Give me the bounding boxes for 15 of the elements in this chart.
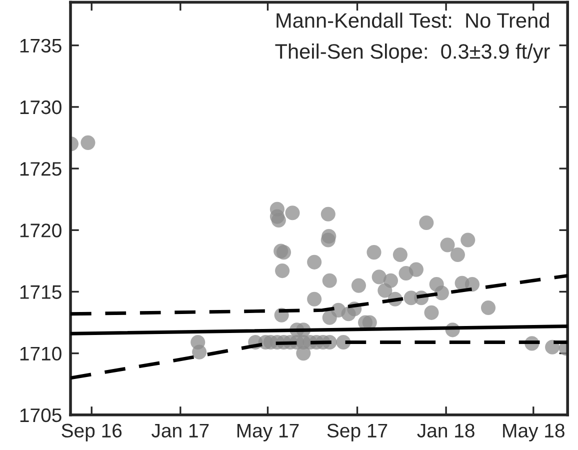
y-tick-label: 1735 [20, 38, 62, 53]
x-tick-label: Jan 18 [417, 424, 474, 438]
annotation: Mann-Kendall Test: No Trend [276, 12, 549, 28]
x-tick-label: May 17 [237, 424, 299, 442]
y-tick-label: 1730 [20, 100, 62, 114]
x-tick-label: May 18 [503, 424, 564, 442]
y-tick-label: 1710 [20, 346, 62, 361]
x-tick-label: Jan 17 [152, 424, 209, 438]
annotation: Theil-Sen Slope: 0.3±3.9 ft/yr [275, 44, 550, 63]
y-tick-label: 1720 [20, 224, 62, 238]
y-tick-label: 1715 [20, 285, 62, 299]
y-tick-label: 1725 [20, 162, 62, 176]
y-tick-label: 1705 [20, 408, 62, 422]
x-tick-label: Sep 16 [62, 424, 122, 442]
x-tick-label: Sep 17 [327, 424, 388, 442]
